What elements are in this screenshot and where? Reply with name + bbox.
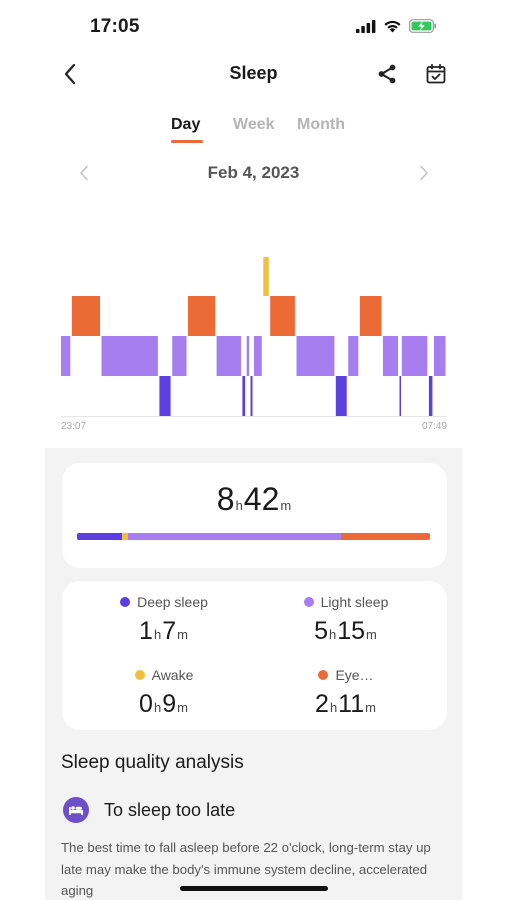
eye-movement-dot <box>318 670 329 680</box>
sleep-segment-light <box>382 336 398 376</box>
total-sleep-duration: 8h42m <box>62 481 447 518</box>
stage-minutes: 15 <box>337 617 366 645</box>
share-icon <box>378 64 396 84</box>
tab-week[interactable]: Week <box>233 116 275 133</box>
stage-label: Eye… <box>335 667 374 683</box>
sleep-segment-deep <box>242 376 246 416</box>
sleep-segment-light <box>296 336 335 376</box>
sleep-quality-analysis-heading: Sleep quality analysis <box>61 752 244 773</box>
share-button[interactable] <box>374 60 400 88</box>
sleep-segment-light <box>101 336 158 376</box>
total-minutes: 42 <box>243 481 280 517</box>
back-button[interactable] <box>56 60 84 88</box>
stage-light-sleep: Light sleep 5h15m <box>256 594 436 646</box>
stage-label: Light sleep <box>320 594 389 610</box>
sleep-hypnogram <box>61 257 447 417</box>
deep-sleep-dot <box>120 597 131 607</box>
date-label: Feb 4, 2023 <box>207 163 300 182</box>
calendar-button[interactable] <box>423 60 449 88</box>
stage-minutes: 11 <box>338 690 365 718</box>
light-sleep-dot <box>303 597 314 607</box>
summary-panel: 8h42m Deep sleep 1h7m Light sleep 5h15m … <box>45 448 462 900</box>
sleep-segment-light <box>433 336 446 376</box>
sleep-segment-light <box>216 336 241 376</box>
stage-hours: 5 <box>314 617 328 645</box>
sleep-segment-eye-movement <box>359 296 382 336</box>
total-sleep-card: 8h42m <box>62 463 447 568</box>
status-time: 17:05 <box>90 16 140 37</box>
sleep-segment-deep <box>428 376 433 416</box>
issue-description: The best time to fall asleep before 22 o… <box>61 840 431 898</box>
hours-unit: h <box>329 627 337 642</box>
hours-unit: h <box>153 627 162 642</box>
breakdown-segment-eye-movement <box>341 533 430 540</box>
hours-unit: h <box>153 700 162 715</box>
status-icons <box>356 19 437 33</box>
previous-day-button[interactable] <box>74 162 94 184</box>
sleep-stages-card: Deep sleep 1h7m Light sleep 5h15m Awake … <box>62 581 447 730</box>
stage-minutes: 7 <box>162 617 177 645</box>
breakdown-segment-light <box>128 533 342 540</box>
active-tab-indicator <box>171 140 203 143</box>
sleep-breakdown-bar <box>77 533 430 540</box>
period-tabs: Day Week Month <box>0 116 507 148</box>
sleep-segment-light <box>254 336 262 376</box>
minutes-unit: m <box>177 627 188 642</box>
sleep-stage-chart[interactable]: 23:07 07:49 <box>56 248 456 438</box>
minutes-unit: m <box>177 700 188 715</box>
sleep-segment-light <box>172 336 187 376</box>
stage-label: Deep sleep <box>137 594 208 610</box>
stage-eye-movement: Eye… 2h11m <box>256 667 436 719</box>
minutes-unit: m <box>365 700 376 715</box>
sleep-segment-light <box>61 336 71 376</box>
chart-end-time: 07:49 <box>421 421 447 432</box>
sleep-segment-deep <box>159 376 171 416</box>
sleep-segment-deep <box>250 376 253 416</box>
wifi-icon <box>384 20 401 33</box>
stage-hours: 2 <box>315 690 329 718</box>
stage-deep-sleep: Deep sleep 1h7m <box>74 594 254 646</box>
chevron-left-icon <box>64 63 76 85</box>
minutes-unit: m <box>280 498 292 513</box>
chevron-right-icon <box>420 165 428 181</box>
stage-label: Awake <box>151 667 194 683</box>
tab-day[interactable]: Day <box>171 116 201 133</box>
date-selector: Feb 4, 2023 <box>0 158 507 188</box>
calendar-check-icon <box>426 63 446 84</box>
home-indicator <box>180 886 328 891</box>
cellular-signal-icon <box>356 19 376 33</box>
stage-awake: Awake 0h9m <box>74 667 254 719</box>
hours-unit: h <box>235 498 243 513</box>
analysis-issue: To sleep too late <box>63 797 235 823</box>
sleep-segment-deep <box>335 376 347 416</box>
sleep-segment-eye-movement <box>71 296 100 336</box>
awake-dot <box>134 670 145 680</box>
sleep-segment-deep <box>399 376 401 416</box>
page-title: Sleep <box>229 63 278 83</box>
sleep-bed-icon <box>63 797 89 823</box>
sleep-segment-awake <box>263 257 269 296</box>
stage-minutes: 9 <box>162 690 177 718</box>
nav-bar: Sleep <box>0 54 507 96</box>
stage-hours: 0 <box>139 690 153 718</box>
sleep-segment-eye-movement <box>188 296 216 336</box>
next-day-button[interactable] <box>414 162 434 184</box>
breakdown-segment-awake <box>122 533 129 540</box>
total-hours: 8 <box>216 481 235 517</box>
issue-title: To sleep too late <box>104 799 236 820</box>
hours-unit: h <box>329 700 338 715</box>
status-bar: 17:05 <box>0 0 507 54</box>
minutes-unit: m <box>366 627 377 642</box>
battery-charging-icon <box>409 19 437 33</box>
sleep-segment-light <box>246 336 250 376</box>
tab-month[interactable]: Month <box>297 116 345 133</box>
chart-start-time: 23:07 <box>61 421 87 432</box>
sleep-segment-light <box>348 336 359 376</box>
chevron-left-icon <box>80 165 88 181</box>
sleep-segment-eye-movement <box>270 296 295 336</box>
breakdown-segment-deep <box>77 533 123 540</box>
sleep-segment-light <box>401 336 428 376</box>
stage-hours: 1 <box>139 617 153 645</box>
